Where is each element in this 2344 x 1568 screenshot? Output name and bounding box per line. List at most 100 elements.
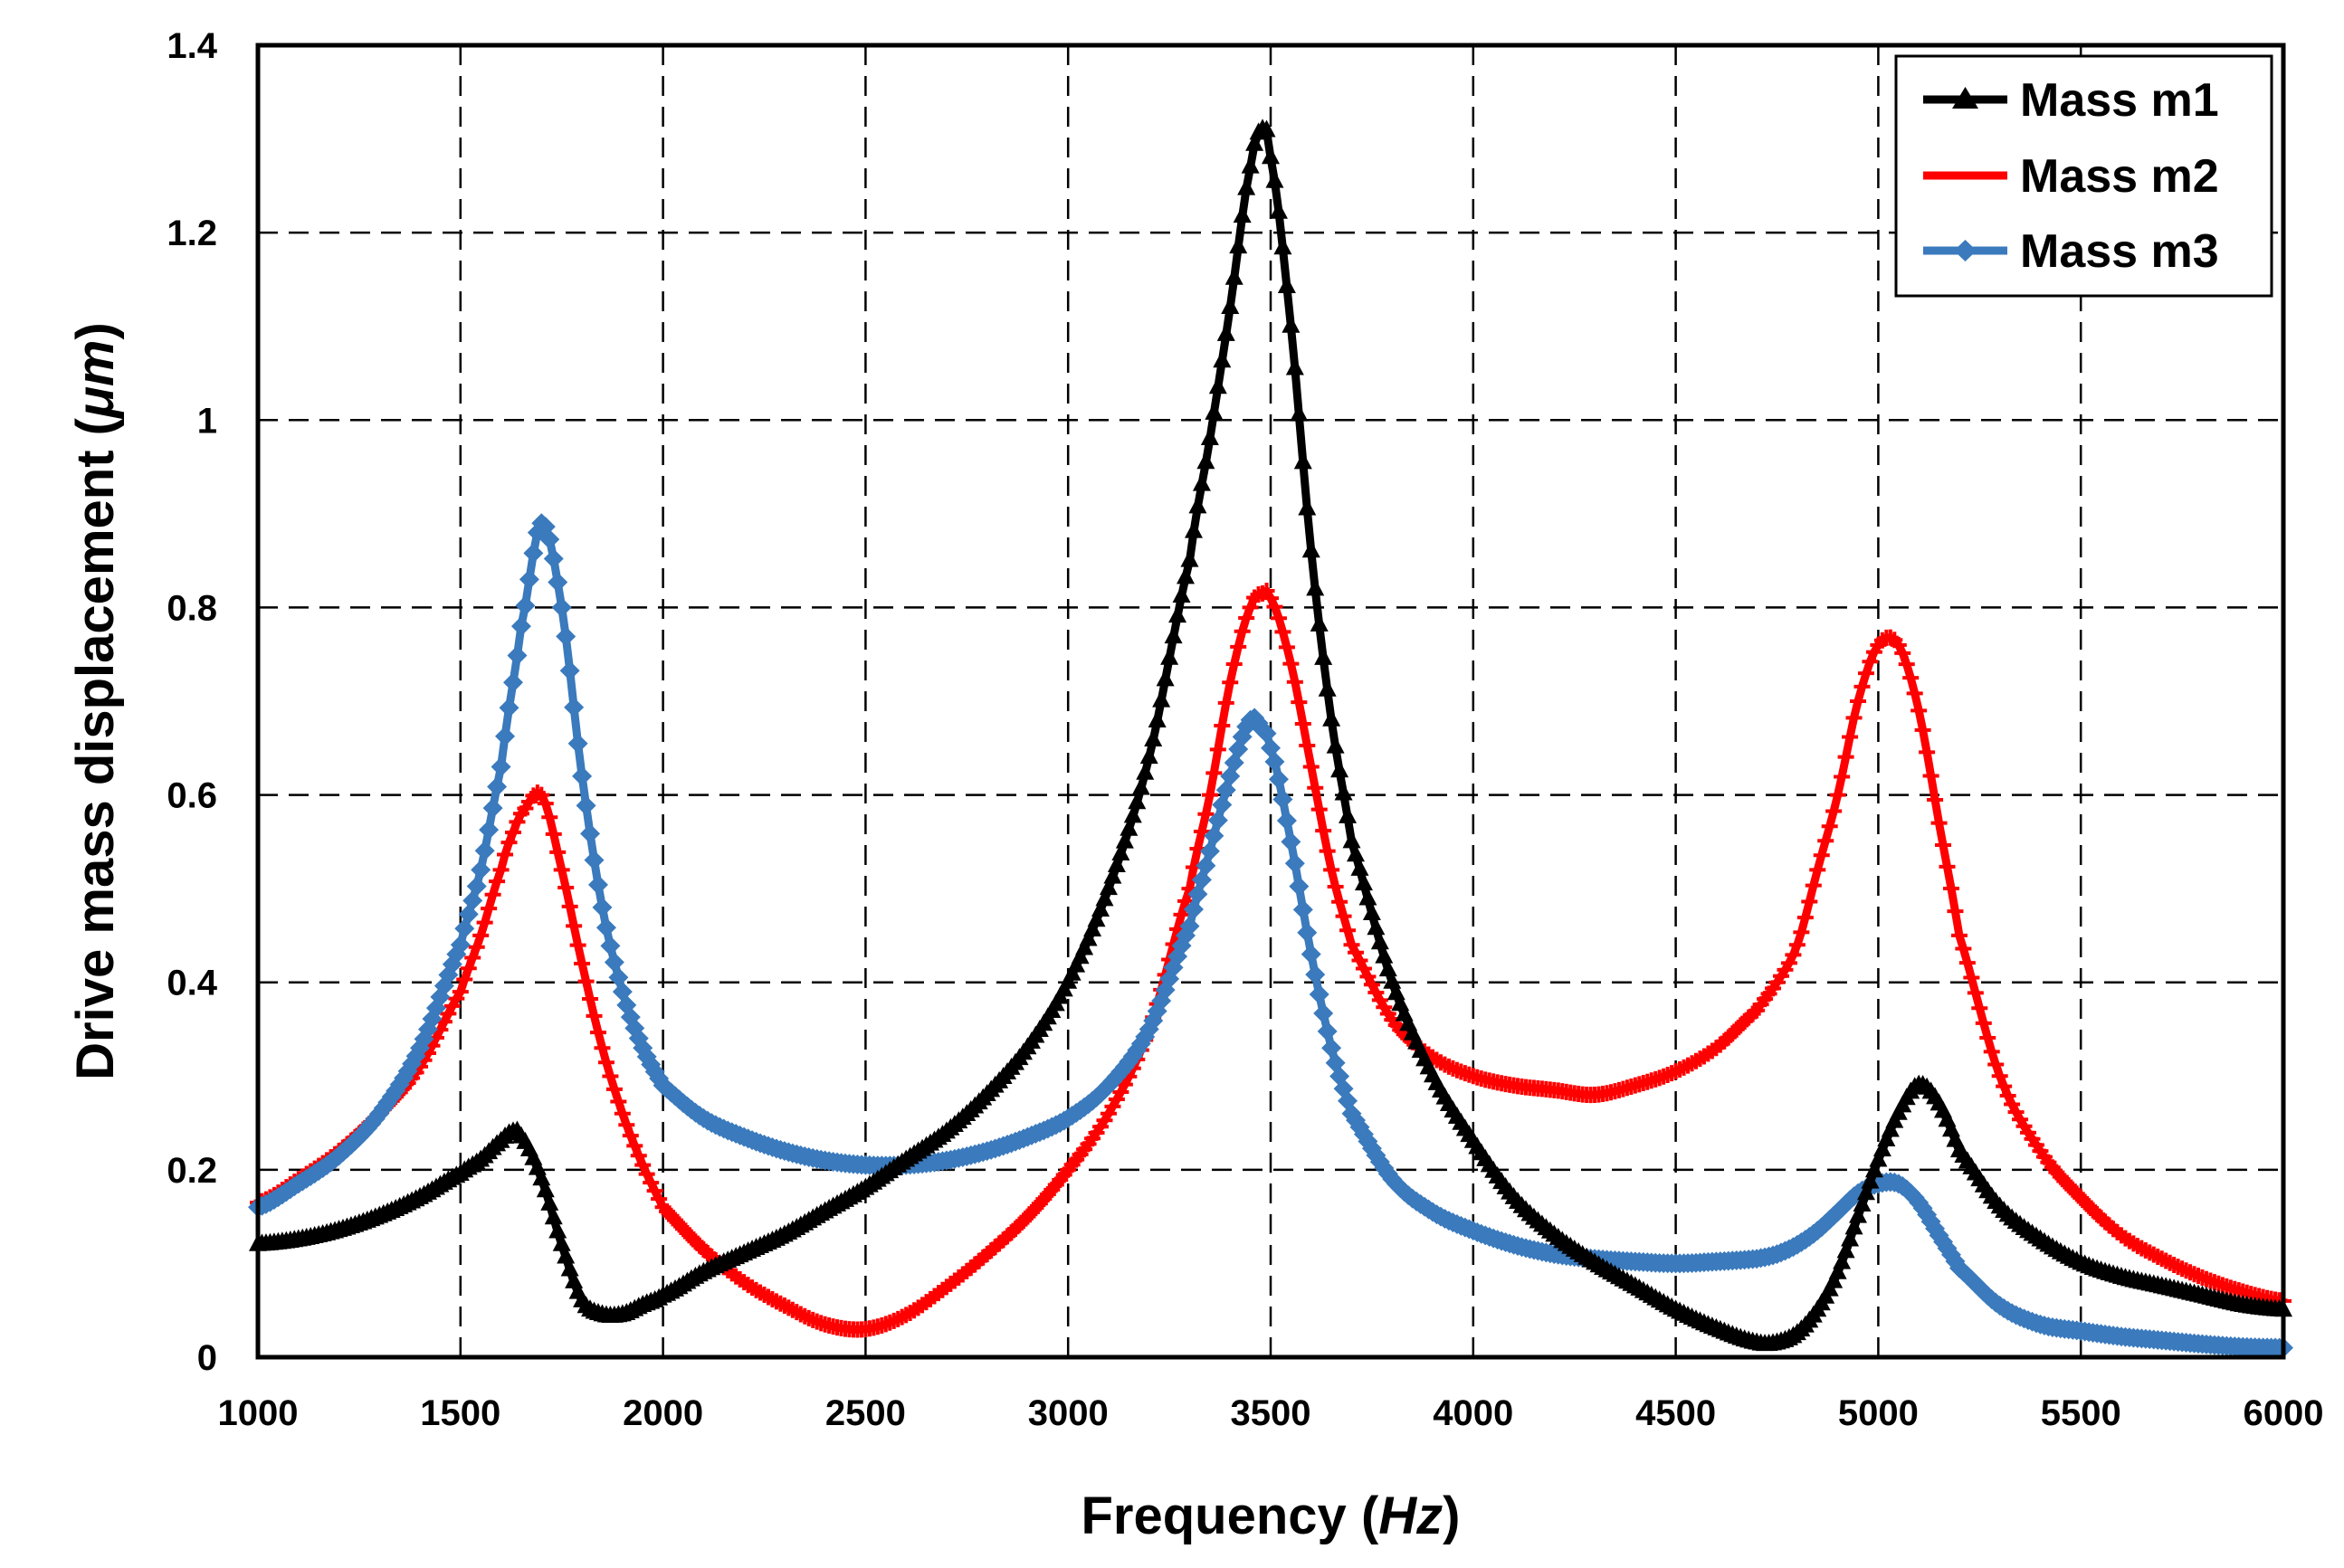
data-point: [536, 1180, 555, 1198]
data-point: [497, 846, 514, 863]
data-point: [1869, 1149, 1888, 1167]
data-point: [1091, 899, 1110, 917]
data-point: [1902, 670, 1920, 687]
data-point: [1922, 767, 1939, 784]
data-point: [1788, 936, 1806, 954]
data-point: [1367, 917, 1386, 936]
data-point: [1095, 889, 1114, 907]
data-point: [481, 900, 498, 917]
data-point: [1221, 297, 1240, 314]
data-point: [1205, 765, 1223, 782]
data-point: [509, 813, 526, 831]
x-tick-label: 5500: [2041, 1393, 2121, 1433]
data-point: [1201, 786, 1218, 803]
data-point: [1930, 814, 1948, 832]
data-point: [474, 841, 495, 861]
data-point: [1864, 1160, 1883, 1178]
data-point: [1828, 1261, 1847, 1279]
data-point: [1319, 842, 1336, 860]
data-point: [1821, 818, 1838, 835]
data-point: [1224, 267, 1243, 285]
data-point: [622, 1127, 639, 1145]
data-point: [1322, 708, 1341, 727]
data-point: [1947, 903, 1964, 920]
y-axis-title-text: Drive mass displacement: [66, 450, 125, 1079]
data-point: [1850, 693, 1867, 709]
data-point: [464, 949, 481, 966]
data-point: [1270, 610, 1287, 627]
data-point: [1144, 728, 1163, 746]
data-point: [560, 1259, 579, 1277]
legend-item-m3: Mass m3: [1923, 225, 2219, 278]
data-point: [495, 726, 516, 746]
data-point: [1193, 823, 1210, 841]
data-point: [1188, 496, 1207, 514]
data-point: [1919, 744, 1936, 761]
data-point: [602, 1068, 619, 1085]
data-point: [548, 1221, 567, 1239]
data-point: [1213, 350, 1232, 368]
data-point: [468, 938, 485, 955]
y-tick-label: 0.2: [167, 1151, 217, 1191]
x-tick-label: 2000: [623, 1393, 703, 1433]
data-point: [1305, 965, 1326, 985]
data-point: [1286, 673, 1303, 690]
legend-label-m2: Mass m2: [2020, 150, 2219, 203]
data-point: [1963, 969, 1980, 986]
data-point: [1277, 275, 1296, 293]
data-point: [1942, 879, 1959, 897]
y-tick-label: 1: [197, 401, 217, 441]
data-point: [1833, 1251, 1852, 1269]
data-point: [1139, 746, 1158, 765]
data-point: [1825, 1270, 1844, 1288]
data-point: [454, 918, 475, 939]
y-tick-label: 0.4: [167, 964, 217, 1003]
data-point: [1809, 861, 1826, 879]
series-mass-m1: [249, 119, 2292, 1352]
x-axis-unit: Hz: [1378, 1487, 1443, 1545]
data-point: [1177, 892, 1194, 909]
data-point: [1131, 777, 1150, 795]
data-point: [1856, 1183, 1875, 1201]
y-tick-label: 0: [197, 1338, 217, 1378]
data-point: [450, 935, 471, 955]
data-point: [540, 1193, 559, 1211]
data-point: [1836, 1240, 1855, 1259]
data-point: [1212, 794, 1233, 815]
data-point: [1168, 605, 1187, 623]
data-point: [1207, 810, 1228, 831]
x-tick-label: 4000: [1433, 1393, 1513, 1433]
data-point: [1128, 792, 1147, 810]
data-point: [1075, 937, 1094, 955]
data-point: [452, 984, 469, 1001]
data-point: [1801, 893, 1818, 910]
legend-item-m2: Mass m2: [1923, 150, 2219, 203]
data-point: [1297, 922, 1318, 943]
data-point: [1861, 1171, 1880, 1189]
x-axis-title: Frequency (Hz): [1081, 1487, 1461, 1545]
data-point: [1099, 878, 1118, 896]
data-point: [1079, 928, 1098, 946]
data-point: [1187, 884, 1208, 905]
data-point: [1214, 717, 1231, 735]
data-point: [1242, 599, 1259, 616]
data-point: [492, 861, 510, 879]
legend-item-m1: Mass m1: [1923, 74, 2219, 127]
legend-label-m3: Mass m3: [2020, 225, 2219, 278]
data-point: [1825, 803, 1843, 820]
data-point: [1173, 906, 1190, 923]
y-tick-label: 1.4: [167, 26, 217, 66]
data-point: [1975, 1014, 1992, 1031]
data-point: [489, 873, 506, 890]
data-point: [1853, 678, 1871, 695]
data-point: [1156, 669, 1175, 687]
data-point: [515, 595, 536, 616]
data-point: [1950, 927, 1968, 944]
x-tick-label: 2500: [825, 1393, 906, 1433]
data-point: [510, 616, 531, 637]
data-point: [476, 914, 493, 931]
data-point: [557, 1246, 576, 1264]
data-point: [592, 897, 613, 917]
data-point: [630, 1147, 647, 1164]
